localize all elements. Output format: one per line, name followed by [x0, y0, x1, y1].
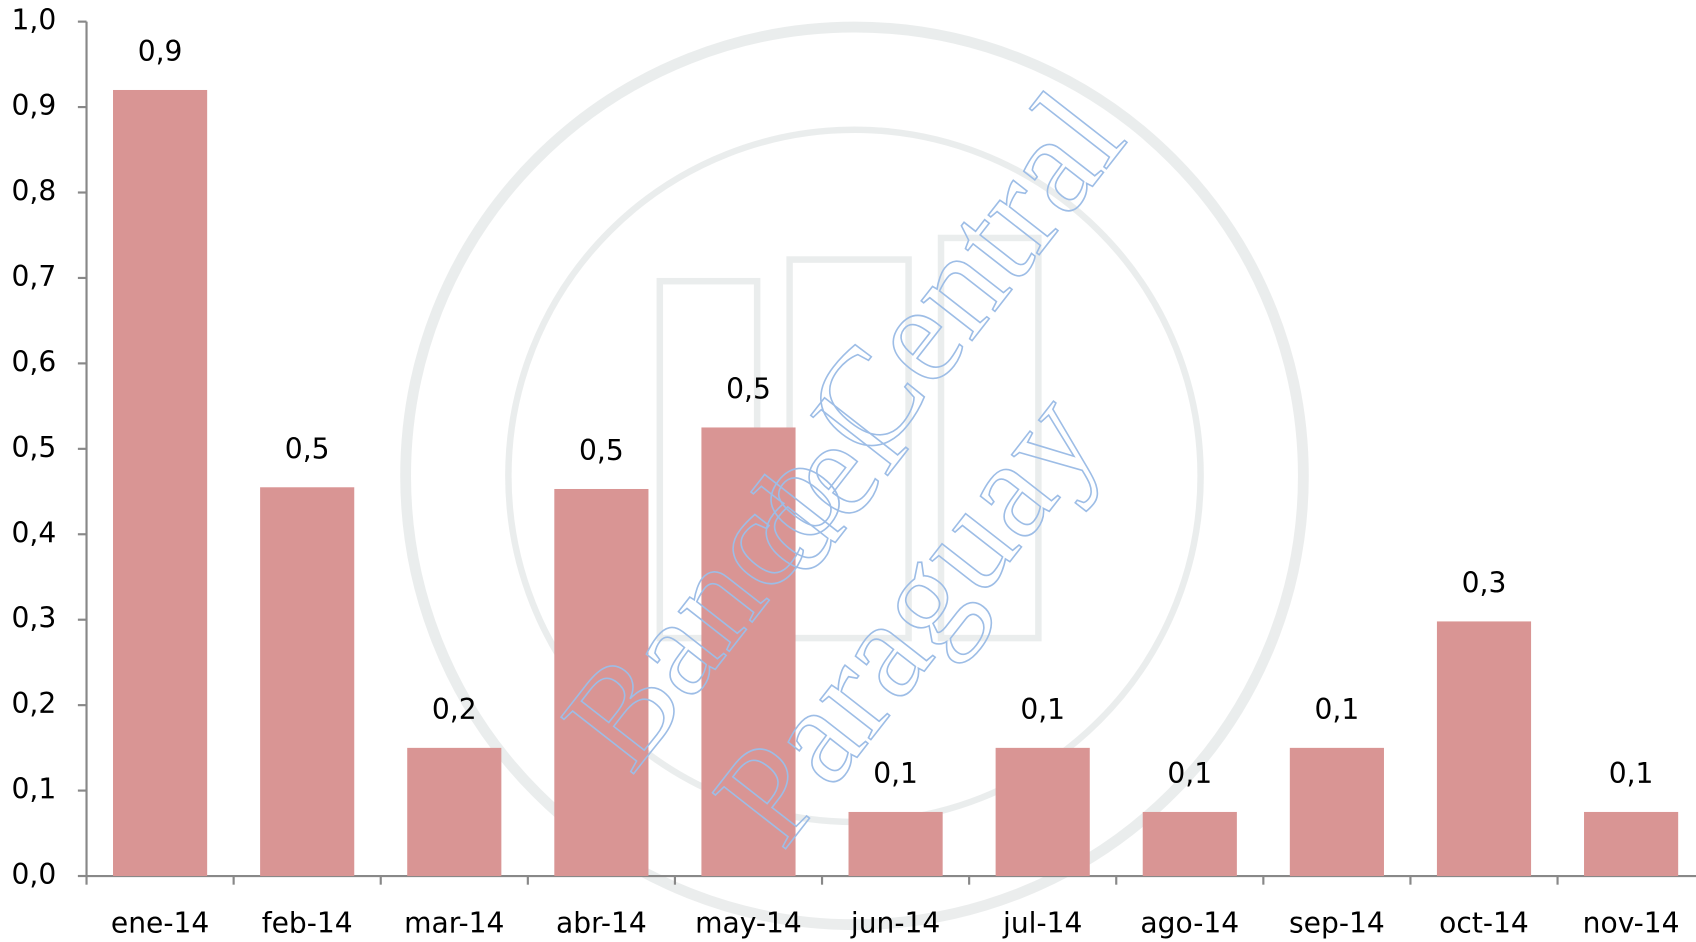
- x-tick-label: ene-14: [111, 907, 209, 940]
- data-label: 0,1: [873, 757, 918, 790]
- y-tick-label: 0,4: [12, 516, 57, 549]
- data-label: 0,5: [579, 434, 624, 467]
- data-label: 0,1: [1609, 757, 1654, 790]
- y-tick-label: 0,8: [12, 175, 57, 208]
- bar: [1142, 811, 1237, 877]
- y-tick-label: 0,7: [12, 260, 57, 293]
- data-label: 0,3: [1462, 567, 1507, 600]
- x-tick-label: jun-14: [850, 907, 940, 940]
- bar: [848, 811, 943, 877]
- x-tick-label: nov-14: [1583, 907, 1680, 940]
- bar: [1289, 747, 1384, 877]
- bar: [407, 747, 502, 877]
- data-label: 0,1: [1167, 757, 1212, 790]
- x-tick-label: feb-14: [262, 907, 353, 940]
- y-tick-label: 0,6: [12, 345, 57, 378]
- x-tick-label: ago-14: [1140, 907, 1239, 940]
- bar: [554, 488, 649, 877]
- data-label: 0,5: [285, 433, 330, 466]
- data-label: 0,1: [1020, 693, 1065, 726]
- x-tick-label: jul-14: [1002, 907, 1082, 940]
- y-tick-label: 0,3: [12, 602, 57, 635]
- bar: [1584, 811, 1679, 877]
- data-label: 0,1: [1315, 693, 1360, 726]
- y-tick-label: 0,0: [12, 858, 57, 891]
- x-tick-label: sep-14: [1289, 907, 1385, 940]
- bar: [113, 89, 208, 877]
- bar: [995, 747, 1090, 877]
- x-tick-label: mar-14: [404, 907, 504, 940]
- bar: [1436, 621, 1532, 877]
- data-label: 0,2: [432, 693, 477, 726]
- y-tick-label: 0,2: [12, 687, 57, 720]
- bar: [701, 427, 796, 877]
- data-label: 0,9: [138, 35, 183, 68]
- x-tick-label: abr-14: [556, 907, 647, 940]
- bar: [260, 487, 355, 877]
- y-tick-label: 0,1: [12, 773, 57, 806]
- x-tick-label: may-14: [695, 907, 802, 940]
- data-label: 0,5: [726, 373, 771, 406]
- y-tick-label: 1,0: [12, 4, 57, 37]
- y-tick-label: 0,9: [12, 89, 57, 122]
- x-tick-label: oct-14: [1439, 907, 1529, 940]
- y-tick-label: 0,5: [12, 431, 57, 464]
